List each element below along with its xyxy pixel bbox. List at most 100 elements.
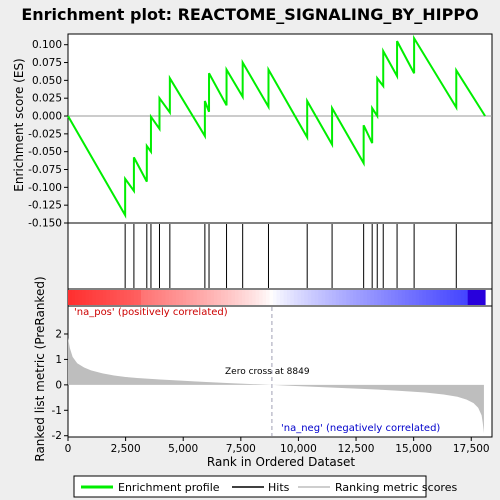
rank-colorbar-cell <box>85 290 90 305</box>
rank-colorbar-cell <box>471 290 476 305</box>
rank-colorbar-cell <box>290 290 295 305</box>
es-y-tick-label: 0.050 <box>32 75 62 87</box>
rank-colorbar-cell <box>432 290 437 305</box>
rank-colorbar-cell <box>405 290 410 305</box>
rank-colorbar-cell <box>248 290 253 305</box>
es-y-tick-label: -0.125 <box>28 200 62 212</box>
rank-colorbar-cell <box>95 290 100 305</box>
x-tick-label: 2,500 <box>111 443 141 455</box>
rank-colorbar-cell <box>321 290 326 305</box>
es-y-axis-label: Enrichment score (ES) <box>12 58 26 191</box>
metric-y-tick-label: 1 <box>55 354 62 366</box>
rank-colorbar-cell <box>425 290 430 305</box>
rank-colorbar-cell <box>467 290 472 305</box>
rank-colorbar-cell <box>259 290 264 305</box>
rank-colorbar-cell <box>293 290 298 305</box>
rank-colorbar-cell <box>99 290 104 305</box>
rank-colorbar-cell <box>179 290 184 305</box>
rank-colorbar-cell <box>446 290 451 305</box>
es-y-tick-label: 0.025 <box>32 93 62 105</box>
rank-colorbar-cell <box>81 290 86 305</box>
rank-colorbar-cell <box>342 290 347 305</box>
rank-colorbar-cell <box>478 290 483 305</box>
rank-colorbar-cell <box>346 290 351 305</box>
rank-colorbar-cell <box>234 290 239 305</box>
rank-colorbar-cell <box>207 290 212 305</box>
x-tick-label: 12,500 <box>338 443 375 455</box>
es-y-tick-label: 0.000 <box>32 111 62 123</box>
rank-colorbar-cell <box>283 290 288 305</box>
ranking-metric-area <box>68 337 484 434</box>
rank-colorbar-cell <box>384 290 389 305</box>
rank-colorbar-cell <box>387 290 392 305</box>
rank-colorbar-cell <box>356 290 361 305</box>
rank-colorbar-cell <box>266 290 271 305</box>
rank-colorbar-cell <box>134 290 139 305</box>
rank-colorbar <box>68 290 486 305</box>
rank-colorbar-cell <box>439 290 444 305</box>
rank-colorbar-cell <box>332 290 337 305</box>
es-y-tick-label: 0.100 <box>32 39 62 51</box>
rank-colorbar-cell <box>450 290 455 305</box>
rank-colorbar-cell <box>453 290 458 305</box>
rank-colorbar-cell <box>217 290 222 305</box>
rank-colorbar-cell <box>335 290 340 305</box>
legend-enrichment-label: Enrichment profile <box>118 481 220 494</box>
rank-colorbar-cell <box>460 290 465 305</box>
rank-colorbar-cell <box>231 290 236 305</box>
es-y-tick-label: -0.050 <box>28 146 62 158</box>
rank-colorbar-cell <box>213 290 218 305</box>
rank-colorbar-cell <box>241 290 246 305</box>
zero-cross-label: Zero cross at 8849 <box>225 367 310 377</box>
enrichment-profile-line <box>67 34 486 219</box>
rank-colorbar-cell <box>412 290 417 305</box>
rank-colorbar-cell <box>349 290 354 305</box>
rank-colorbar-cell <box>113 290 118 305</box>
rank-colorbar-cell <box>415 290 420 305</box>
rank-colorbar-cell <box>123 290 128 305</box>
rank-colorbar-cell <box>398 290 403 305</box>
rank-colorbar-cell <box>127 290 132 305</box>
es-y-tick-label: -0.100 <box>28 182 62 194</box>
rank-colorbar-cell <box>186 290 191 305</box>
legend-hits-label: Hits <box>268 481 290 494</box>
rank-colorbar-cell <box>307 290 312 305</box>
rank-colorbar-cell <box>161 290 166 305</box>
es-y-tick-label: -0.025 <box>28 128 62 140</box>
rank-colorbar-cell <box>474 290 479 305</box>
rank-colorbar-cell <box>359 290 364 305</box>
es-y-axis: 0.100 0.075 0.050 0.025 0.000 -0.025 -0.050 -0.… <box>28 39 68 230</box>
rank-colorbar-cell <box>300 290 305 305</box>
metric-y-tick-label: -1 <box>52 405 62 417</box>
rank-colorbar-cell <box>102 290 107 305</box>
x-tick-label: 10,000 <box>280 443 317 455</box>
rank-colorbar-cell <box>109 290 114 305</box>
rank-colorbar-cell <box>130 290 135 305</box>
metric-y-tick-label: 2 <box>55 328 62 340</box>
rank-colorbar-cell <box>116 290 121 305</box>
rank-colorbar-cell <box>273 290 278 305</box>
rank-colorbar-cell <box>311 290 316 305</box>
rank-colorbar-cell <box>189 290 194 305</box>
rank-colorbar-cell <box>182 290 187 305</box>
rank-colorbar-cell <box>366 290 371 305</box>
rank-colorbar-cell <box>220 290 225 305</box>
rank-colorbar-cell <box>353 290 357 305</box>
rank-colorbar-cell <box>401 290 406 305</box>
rank-colorbar-cell <box>339 290 344 305</box>
rank-colorbar-cell <box>151 290 156 305</box>
negative-correlation-label: 'na_neg' (negatively correlated) <box>281 423 440 434</box>
rank-colorbar-cell <box>363 290 368 305</box>
rank-colorbar-cell <box>106 290 111 305</box>
rank-colorbar-cell <box>168 290 173 305</box>
rank-colorbar-cell <box>328 290 333 305</box>
rank-colorbar-cell <box>318 290 323 305</box>
rank-colorbar-cell <box>297 290 302 305</box>
rank-colorbar-cell <box>280 290 284 305</box>
rank-colorbar-cell <box>203 290 208 305</box>
rank-colorbar-cell <box>68 290 72 305</box>
rank-colorbar-cell <box>286 290 291 305</box>
rank-colorbar-cell <box>314 290 319 305</box>
rank-colorbar-cell <box>193 290 198 305</box>
